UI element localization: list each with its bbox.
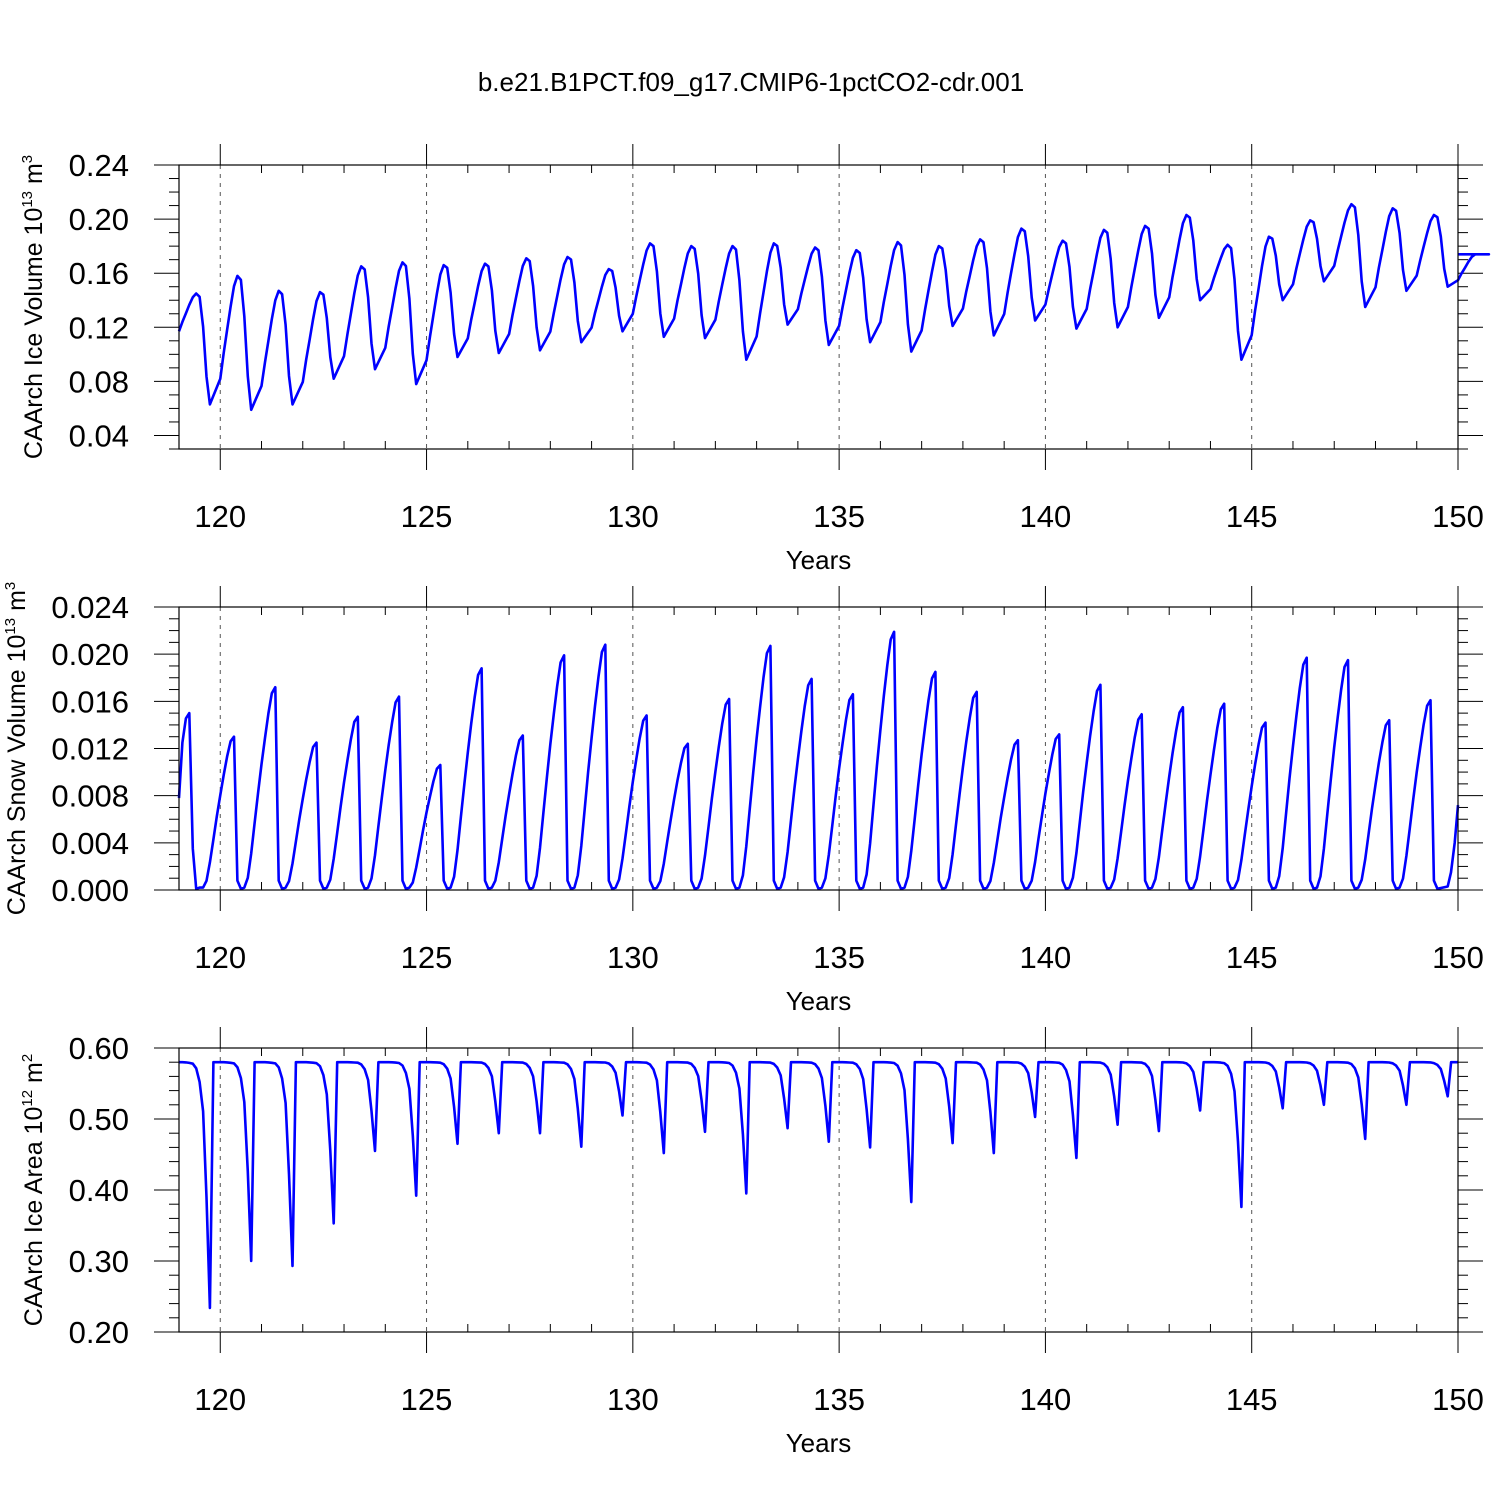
- y-tick-label: 0.012: [51, 732, 129, 767]
- y-tick-label: 0.20: [69, 202, 129, 237]
- x-tick-label: 135: [813, 1382, 865, 1417]
- y-tick-label: 0.016: [51, 684, 129, 719]
- series-line-ice-area: [179, 1060, 1458, 1310]
- y-axis-label-exponent: 13: [2, 618, 19, 635]
- y-axis-label-text: CAArch Ice Area 10: [20, 1107, 48, 1327]
- y-axis-label-unit-exponent: 3: [2, 582, 19, 590]
- panel-ice-area: 120 125 130 135 140 145 150 0.20 0.30 0.40 0.50 0.6…: [19, 1027, 1484, 1458]
- y-tick-label: 0.004: [51, 826, 129, 861]
- y-tick-label: 0.04: [69, 418, 129, 453]
- x-tick-label: 130: [607, 940, 659, 975]
- x-tick-label: 130: [607, 499, 659, 534]
- x-tick-label: 140: [1020, 940, 1072, 975]
- x-tick-label: 145: [1226, 1382, 1278, 1417]
- x-tick-label: 125: [401, 499, 453, 534]
- x-tick-label: 130: [607, 1382, 659, 1417]
- plot-frame: [178, 1047, 1459, 1333]
- x-tick-label: 120: [194, 499, 246, 534]
- x-tick-label: 150: [1432, 1382, 1484, 1417]
- series-line-ice-volume: [177, 202, 1491, 412]
- y-axis-label-text: CAArch Ice Volume 10: [20, 208, 48, 460]
- y-tick-label: 0.16: [69, 256, 129, 291]
- plot-frame: [178, 606, 1459, 891]
- x-axis-label: Years: [786, 545, 852, 575]
- y-axis-label: CAArch Ice Area 1012 m2: [19, 1054, 48, 1326]
- x-tick-label: 120: [194, 1382, 246, 1417]
- y-axis-label-unit: m: [3, 590, 31, 618]
- panel-snow-volume: 120 125 130 135 140 145 150 0.000 0.004 0.008 0.01…: [2, 582, 1484, 1016]
- y-tick-label: 0.020: [51, 637, 129, 672]
- y-axis-label-unit: m: [20, 1062, 48, 1090]
- y-tick-label: 0.40: [69, 1173, 129, 1208]
- x-tick-label: 125: [401, 940, 453, 975]
- x-tick-label: 150: [1432, 499, 1484, 534]
- x-axis-label: Years: [786, 986, 852, 1016]
- y-axis-label-exponent: 13: [19, 191, 36, 208]
- panels: 120 125 130 135 140 145 150 0.04 0.08 0.12 0.16 0.2…: [2, 144, 1491, 1458]
- panel-ice-volume: 120 125 130 135 140 145 150 0.04 0.08 0.12 0.16 0.2…: [19, 144, 1491, 575]
- y-axis-label-unit-exponent: 3: [19, 155, 36, 163]
- y-axis-label: CAArch Snow Volume 1013 m3: [2, 582, 31, 916]
- y-tick-label: 0.008: [51, 779, 129, 814]
- y-tick-label: 0.08: [69, 364, 129, 399]
- y-tick-label: 0.20: [69, 1315, 129, 1350]
- x-tick-label: 145: [1226, 499, 1278, 534]
- y-tick-label: 0.000: [51, 873, 129, 908]
- y-tick-label: 0.24: [69, 148, 129, 183]
- x-tick-label: 125: [401, 1382, 453, 1417]
- x-axis-label: Years: [786, 1428, 852, 1458]
- series-line-snow-volume: [177, 630, 1460, 891]
- y-tick-label: 0.024: [51, 590, 129, 625]
- y-axis-label-unit: m: [20, 163, 48, 191]
- x-tick-label: 135: [813, 940, 865, 975]
- y-axis-label-unit-exponent: 2: [19, 1054, 36, 1062]
- y-axis-label: CAArch Ice Volume 1013 m3: [19, 155, 48, 459]
- y-axis-label-text: CAArch Snow Volume 10: [3, 635, 31, 916]
- y-tick-label: 0.12: [69, 310, 129, 345]
- x-tick-label: 120: [194, 940, 246, 975]
- y-tick-label: 0.60: [69, 1031, 129, 1066]
- y-axis-label-exponent: 12: [19, 1090, 36, 1107]
- x-tick-label: 150: [1432, 940, 1484, 975]
- chart-title: b.e21.B1PCT.f09_g17.CMIP6-1pctCO2-cdr.00…: [478, 67, 1024, 97]
- x-tick-label: 140: [1020, 1382, 1072, 1417]
- x-tick-label: 140: [1020, 499, 1072, 534]
- plot-frame: [178, 164, 1459, 450]
- x-tick-label: 135: [813, 499, 865, 534]
- y-tick-label: 0.50: [69, 1102, 129, 1137]
- x-tick-label: 145: [1226, 940, 1278, 975]
- y-tick-label: 0.30: [69, 1244, 129, 1279]
